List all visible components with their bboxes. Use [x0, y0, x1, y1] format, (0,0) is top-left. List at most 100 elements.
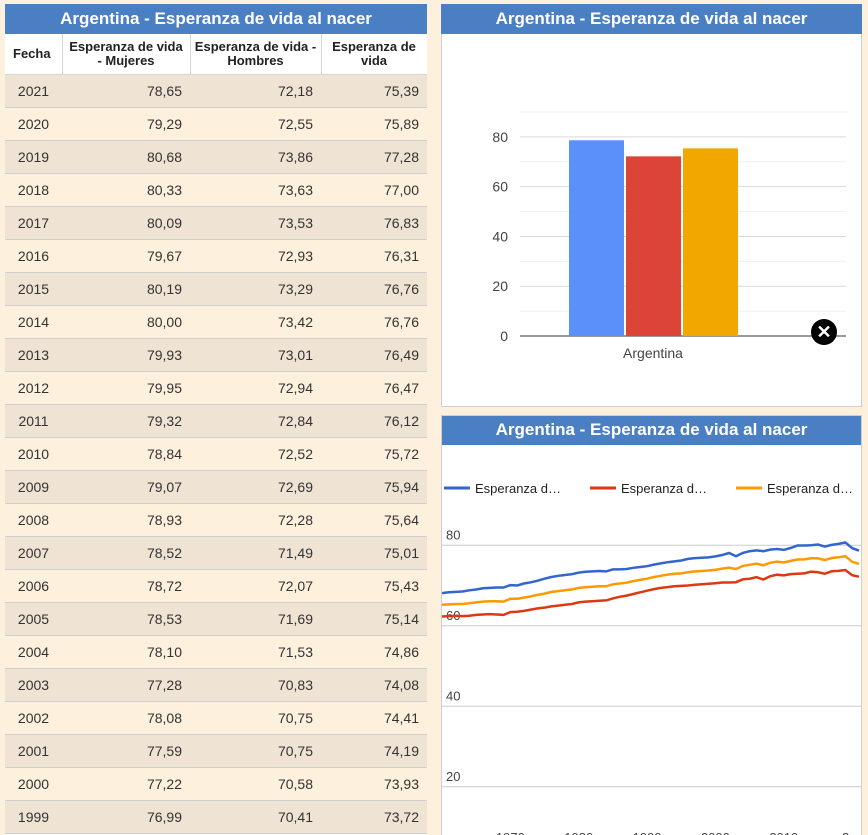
table-title: Argentina - Esperanza de vida al nacer [5, 4, 427, 34]
y-tick-label: 60 [492, 179, 508, 195]
column-header-total[interactable]: Esperanza de vida [321, 34, 427, 75]
cell-mujeres: 76,99 [62, 800, 190, 834]
cell-total: 73,93 [321, 767, 427, 801]
table-row: 2017 80,09 73,53 76,83 [5, 206, 427, 240]
table-row: 2004 78,10 71,53 74,86 [5, 635, 427, 669]
line-chart-panel: Argentina - Esperanza de vida al nacer 2… [441, 415, 862, 835]
cell-hombres: 73,29 [190, 272, 321, 306]
cell-fecha: 2017 [5, 206, 62, 240]
y-tick-label: 20 [446, 769, 460, 784]
cell-mujeres: 78,93 [62, 503, 190, 537]
table-row: 2009 79,07 72,69 75,94 [5, 470, 427, 504]
cell-mujeres: 79,93 [62, 338, 190, 372]
cell-hombres: 73,01 [190, 338, 321, 372]
column-header-hombres[interactable]: Esperanza de vida - Hombres [190, 34, 322, 75]
bar-series-2 [626, 156, 681, 336]
cell-fecha: 1999 [5, 800, 62, 834]
cell-fecha: 2002 [5, 701, 62, 735]
cell-mujeres: 80,33 [62, 173, 190, 207]
cell-hombres: 72,18 [190, 74, 321, 108]
cell-mujeres: 80,00 [62, 305, 190, 339]
bar-series-3 [683, 148, 738, 336]
cell-fecha: 2016 [5, 239, 62, 273]
cell-mujeres: 78,53 [62, 602, 190, 636]
cell-mujeres: 78,52 [62, 536, 190, 570]
cell-total: 75,43 [321, 569, 427, 603]
bar-series-1 [569, 140, 624, 336]
cell-fecha: 2007 [5, 536, 62, 570]
cell-fecha: 2021 [5, 74, 62, 108]
cell-total: 76,83 [321, 206, 427, 240]
cell-total: 77,28 [321, 140, 427, 174]
cell-total: 75,39 [321, 74, 427, 108]
cell-total: 74,19 [321, 734, 427, 768]
cell-fecha: 2009 [5, 470, 62, 504]
cell-fecha: 2001 [5, 734, 62, 768]
line-chart-title: Argentina - Esperanza de vida al nacer [442, 416, 861, 445]
cell-hombres: 72,94 [190, 371, 321, 405]
legend-label: Esperanza d… [767, 481, 853, 496]
column-header-mujeres[interactable]: Esperanza de vida - Mujeres [62, 34, 191, 75]
table-row: 1999 76,99 70,41 73,72 [5, 800, 427, 834]
cell-fecha: 2020 [5, 107, 62, 141]
cell-mujeres: 79,07 [62, 470, 190, 504]
cell-total: 74,86 [321, 635, 427, 669]
life-expectancy-table: Fecha Esperanza de vida - Mujeres Espera… [5, 34, 427, 834]
table-row: 2013 79,93 73,01 76,49 [5, 338, 427, 372]
bar-chart: 0 20 40 60 80 Argentina [492, 111, 846, 361]
table-row: 2006 78,72 72,07 75,43 [5, 569, 427, 603]
x-tick-label: 2… [842, 830, 861, 835]
cell-mujeres: 80,09 [62, 206, 190, 240]
cell-total: 77,00 [321, 173, 427, 207]
close-icon[interactable]: ✕ [811, 319, 837, 345]
table-row: 2007 78,52 71,49 75,01 [5, 536, 427, 570]
cell-mujeres: 77,28 [62, 668, 190, 702]
cell-fecha: 2018 [5, 173, 62, 207]
data-table-panel: Argentina - Esperanza de vida al nacer F… [5, 4, 427, 835]
cell-fecha: 2019 [5, 140, 62, 174]
cell-mujeres: 77,59 [62, 734, 190, 768]
bar-chart-title: Argentina - Esperanza de vida al nacer [441, 4, 862, 34]
cell-total: 73,72 [321, 800, 427, 834]
y-tick-label: 20 [492, 278, 508, 294]
cell-hombres: 70,75 [190, 734, 321, 768]
cell-fecha: 2008 [5, 503, 62, 537]
table-row: 2018 80,33 73,63 77,00 [5, 173, 427, 207]
table-row: 2015 80,19 73,29 76,76 [5, 272, 427, 306]
cell-fecha: 2000 [5, 767, 62, 801]
x-category-label: Argentina [623, 345, 683, 361]
cell-hombres: 70,83 [190, 668, 321, 702]
y-tick-label: 40 [446, 688, 460, 703]
cell-hombres: 71,69 [190, 602, 321, 636]
cell-mujeres: 79,29 [62, 107, 190, 141]
cell-mujeres: 78,84 [62, 437, 190, 471]
cell-hombres: 70,58 [190, 767, 321, 801]
column-header-fecha[interactable]: Fecha [5, 34, 63, 75]
line-series-1 [442, 541, 860, 595]
cell-mujeres: 78,65 [62, 74, 190, 108]
cell-hombres: 71,53 [190, 635, 321, 669]
cell-total: 74,41 [321, 701, 427, 735]
x-tick-label: 1990 [633, 830, 662, 835]
table-body: 2021 78,65 72,18 75,39 2020 79,29 72,55 75,89 20… [5, 74, 427, 834]
y-tick-label: 80 [492, 129, 508, 145]
cell-fecha: 2004 [5, 635, 62, 669]
cell-hombres: 70,41 [190, 800, 321, 834]
cell-fecha: 2005 [5, 602, 62, 636]
table-row: 2020 79,29 72,55 75,89 [5, 107, 427, 141]
cell-mujeres: 78,72 [62, 569, 190, 603]
cell-total: 75,89 [321, 107, 427, 141]
cell-hombres: 70,75 [190, 701, 321, 735]
cell-total: 75,94 [321, 470, 427, 504]
table-row: 2014 80,00 73,42 76,76 [5, 305, 427, 339]
cell-hombres: 72,55 [190, 107, 321, 141]
cell-hombres: 72,84 [190, 404, 321, 438]
x-tick-label: 2010 [769, 830, 798, 835]
cell-total: 76,49 [321, 338, 427, 372]
y-tick-label: 0 [500, 328, 508, 344]
cell-mujeres: 80,19 [62, 272, 190, 306]
cell-hombres: 72,07 [190, 569, 321, 603]
table-row: 2019 80,68 73,86 77,28 [5, 140, 427, 174]
table-row: 2008 78,93 72,28 75,64 [5, 503, 427, 537]
